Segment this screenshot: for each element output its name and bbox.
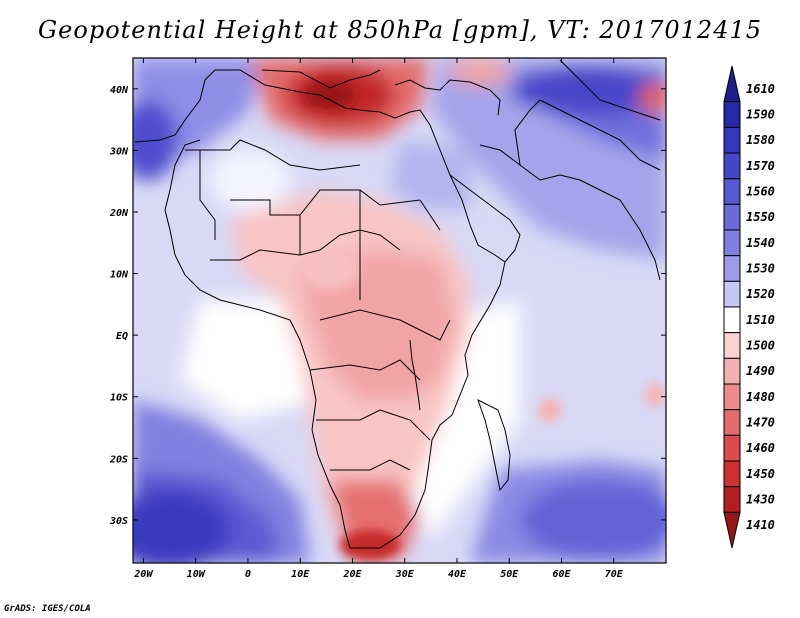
colorbar-label: 1410 [746, 518, 775, 532]
credit-label: GrADS: IGES/COLA [4, 604, 91, 614]
colorbar-label: 1570 [746, 159, 775, 173]
colorbar-label: 1550 [746, 210, 775, 224]
colorbar-label: 1460 [746, 441, 775, 455]
colorbar-swatch [723, 101, 741, 128]
colorbar-label: 1590 [746, 108, 775, 122]
colorbar-swatch [723, 486, 741, 513]
colorbar-swatch [723, 229, 741, 257]
lat-tick-label: 10N [110, 270, 129, 281]
colorbar-swatch [723, 409, 741, 436]
map-title: Geopotential Height at 850hPa [gpm], VT:… [38, 16, 762, 44]
longitude-axis: 20W 10W 0 10E 20E 30E 40E 50E 60E 70E [133, 58, 624, 580]
lat-tick-label: 10S [110, 393, 128, 404]
map-frame [132, 57, 667, 564]
colorbar-swatch [723, 460, 741, 488]
colorbar-swatch [723, 306, 741, 334]
colorbar-swatch [723, 511, 741, 549]
colorbar-swatch [723, 280, 741, 308]
lon-tick-label: 10W [187, 569, 206, 580]
colorbar-swatch [723, 203, 741, 231]
colorbar-label: 1500 [746, 339, 775, 353]
map-field [133, 58, 666, 563]
lon-tick-label: 0 [245, 569, 251, 580]
lon-tick-label: 20W [133, 569, 153, 580]
lon-tick-label: 20E [342, 569, 362, 580]
colorbar-label: 1520 [746, 287, 775, 301]
colorbar-swatch [723, 126, 741, 154]
lat-tick-label: EQ [116, 331, 128, 342]
colorbar-label: 1510 [746, 313, 775, 327]
colorbar-label: 1490 [746, 364, 775, 378]
colorbar-label: 1470 [746, 416, 775, 430]
colorbar-swatch [723, 434, 741, 462]
lat-tick-label: 40N [110, 85, 129, 96]
latitude-axis: 40N 30N 20N 10N EQ 10S 20S 30S [109, 85, 666, 527]
colorbar-label: 1540 [746, 236, 775, 250]
lat-tick-label: 30N [109, 146, 129, 157]
lon-tick-label: 10E [291, 569, 310, 580]
colorbar: 1610 1590 1580 1570 1560 1550 1540 1530 1520 1510… [723, 65, 775, 549]
colorbar-swatch [723, 65, 741, 103]
colorbar-swatch [723, 178, 741, 205]
lon-tick-label: 70E [605, 569, 624, 580]
lat-tick-label: 20S [109, 454, 128, 465]
colorbar-label: 1430 [746, 493, 775, 507]
lon-tick-label: 60E [552, 569, 571, 580]
colorbar-label: 1450 [746, 467, 775, 481]
lon-tick-label: 50E [500, 569, 519, 580]
coastlines [134, 59, 661, 549]
colorbar-swatch [723, 357, 741, 385]
colorbar-label: 1530 [746, 262, 775, 276]
colorbar-swatch [723, 383, 741, 411]
lon-tick-label: 30E [395, 569, 415, 580]
colorbar-swatch [723, 332, 741, 359]
colorbar-swatch [723, 255, 741, 282]
colorbar-label: 1480 [746, 390, 775, 404]
lon-tick-label: 40E [448, 569, 467, 580]
lat-tick-label: 30S [109, 516, 128, 527]
colorbar-label: 1610 [746, 82, 775, 96]
colorbar-swatch [723, 152, 741, 180]
colorbar-label: 1580 [746, 133, 775, 147]
colorbar-label: 1560 [746, 185, 775, 199]
lat-tick-label: 20N [109, 208, 129, 219]
